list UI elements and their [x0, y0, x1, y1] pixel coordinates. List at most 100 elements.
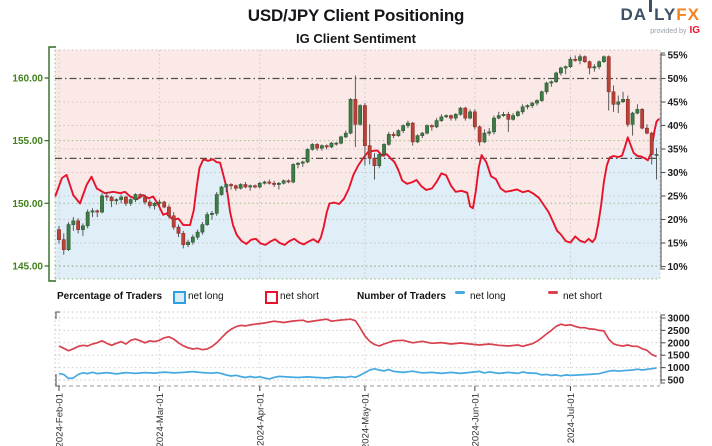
chart-legend: Percentage of Traders net long net short… — [0, 291, 712, 307]
candle-bullish — [415, 135, 420, 143]
candle-bullish — [119, 196, 124, 200]
candle-bearish — [449, 115, 453, 119]
candle-bullish — [128, 199, 133, 204]
ig-logo: IG — [689, 25, 700, 36]
price-candles — [57, 54, 659, 255]
candle-bullish — [396, 130, 401, 136]
percent-tick-label: 55% — [668, 51, 688, 62]
candle-bearish — [640, 109, 645, 129]
date-tick-label: 2024-Jun-01 — [470, 393, 481, 446]
candle-bullish — [549, 81, 554, 84]
candle-bullish — [71, 220, 76, 225]
candle-bearish — [477, 126, 482, 143]
date-tick-label: 2024-Jul-01 — [566, 393, 577, 443]
candle-bullish — [157, 201, 162, 204]
candle-bearish — [367, 145, 372, 159]
candle-bullish — [276, 182, 281, 185]
candle-bearish — [429, 125, 434, 128]
candle-bearish — [286, 180, 291, 183]
candle-bullish — [114, 199, 119, 202]
candle-bullish — [281, 180, 286, 184]
percent-tick-label: 35% — [668, 145, 688, 156]
candle-bullish — [568, 58, 573, 68]
candle-bullish — [319, 145, 324, 149]
legend-net-short-label: net short — [280, 291, 319, 302]
count-tick-label: 2500 — [668, 326, 691, 337]
candle-bearish — [243, 184, 248, 188]
candle-bearish — [649, 132, 654, 155]
sentiment-price-chart: 160.00 155.00 150.00 145.00 55% 50% 45% 40% 35% 3… — [12, 46, 688, 282]
candle-bullish — [296, 162, 300, 165]
candle-bullish — [468, 111, 472, 119]
candle-bullish — [262, 181, 267, 184]
candle-bearish — [353, 99, 358, 125]
percent-tick-label: 10% — [668, 262, 688, 273]
candle-bearish — [229, 184, 233, 187]
candle-bullish — [458, 107, 463, 115]
price-tick-label: 150.00 — [12, 199, 43, 210]
count-tick-label: 500 — [668, 376, 685, 387]
candle-bearish — [109, 196, 114, 202]
price-tick-label: 160.00 — [12, 74, 43, 85]
candle-bullish — [434, 120, 439, 128]
net-long-line-swatch — [455, 291, 465, 294]
candle-bullish — [630, 112, 635, 125]
candle-bearish — [147, 201, 152, 207]
candle-bullish — [386, 134, 391, 145]
candle-bearish — [253, 185, 257, 188]
candle-bullish — [205, 214, 210, 225]
candle-bullish — [520, 106, 525, 113]
candle-bullish — [219, 186, 224, 195]
percent-tick-label: 15% — [668, 239, 688, 250]
candle-bullish — [535, 100, 539, 104]
candle-bullish — [515, 111, 520, 116]
price-axis — [48, 46, 56, 282]
count-tick-label: 1000 — [668, 363, 691, 374]
candle-bearish — [176, 226, 181, 234]
candle-bullish — [425, 125, 429, 134]
percent-axis — [660, 52, 665, 270]
candle-bullish — [592, 66, 597, 69]
candle-bullish — [621, 99, 625, 103]
candle-bullish — [305, 149, 310, 163]
date-tick-label: 2024-Apr-01 — [255, 393, 266, 446]
candle-bullish — [329, 142, 334, 148]
candle-bullish — [190, 236, 195, 243]
candle-bullish — [310, 144, 315, 150]
candle-bullish — [597, 61, 602, 68]
candle-bullish — [377, 154, 382, 167]
candle-bullish — [544, 82, 549, 93]
candle-bullish — [558, 67, 563, 74]
percent-tick-label: 50% — [668, 74, 688, 85]
count-tick-label: 2000 — [668, 338, 691, 349]
legend-net-long-label: net long — [188, 291, 224, 302]
candle-bearish — [315, 144, 320, 149]
candle-bearish — [645, 127, 649, 134]
candle-bearish — [410, 122, 415, 143]
candle-bullish — [439, 116, 444, 121]
candle-bearish — [324, 145, 329, 148]
candle-bullish — [654, 154, 659, 156]
net-short-percent-line — [54, 118, 660, 246]
candle-bearish — [181, 233, 186, 245]
candle-bullish — [496, 115, 501, 119]
dailyfx-wordmark: DA LYFX — [620, 0, 700, 24]
candle-bearish — [391, 134, 396, 136]
candle-bullish — [210, 213, 214, 215]
candle-bullish — [152, 203, 157, 207]
net-short-box-swatch — [265, 291, 278, 304]
candle-bullish — [401, 125, 406, 131]
candle-bullish — [616, 101, 621, 105]
candle-bearish — [167, 206, 171, 217]
candle-bullish — [487, 131, 492, 134]
price-tick-label: 145.00 — [12, 261, 43, 272]
candle-bullish — [257, 182, 262, 188]
legend-count-short-label: net short — [563, 291, 602, 302]
candle-bearish — [272, 182, 277, 185]
candle-bearish — [582, 56, 587, 63]
date-tick-label: 2024-Mar-01 — [155, 393, 166, 446]
candle-bearish — [267, 181, 272, 184]
candle-bullish — [85, 211, 90, 227]
candle-bullish — [554, 72, 559, 83]
